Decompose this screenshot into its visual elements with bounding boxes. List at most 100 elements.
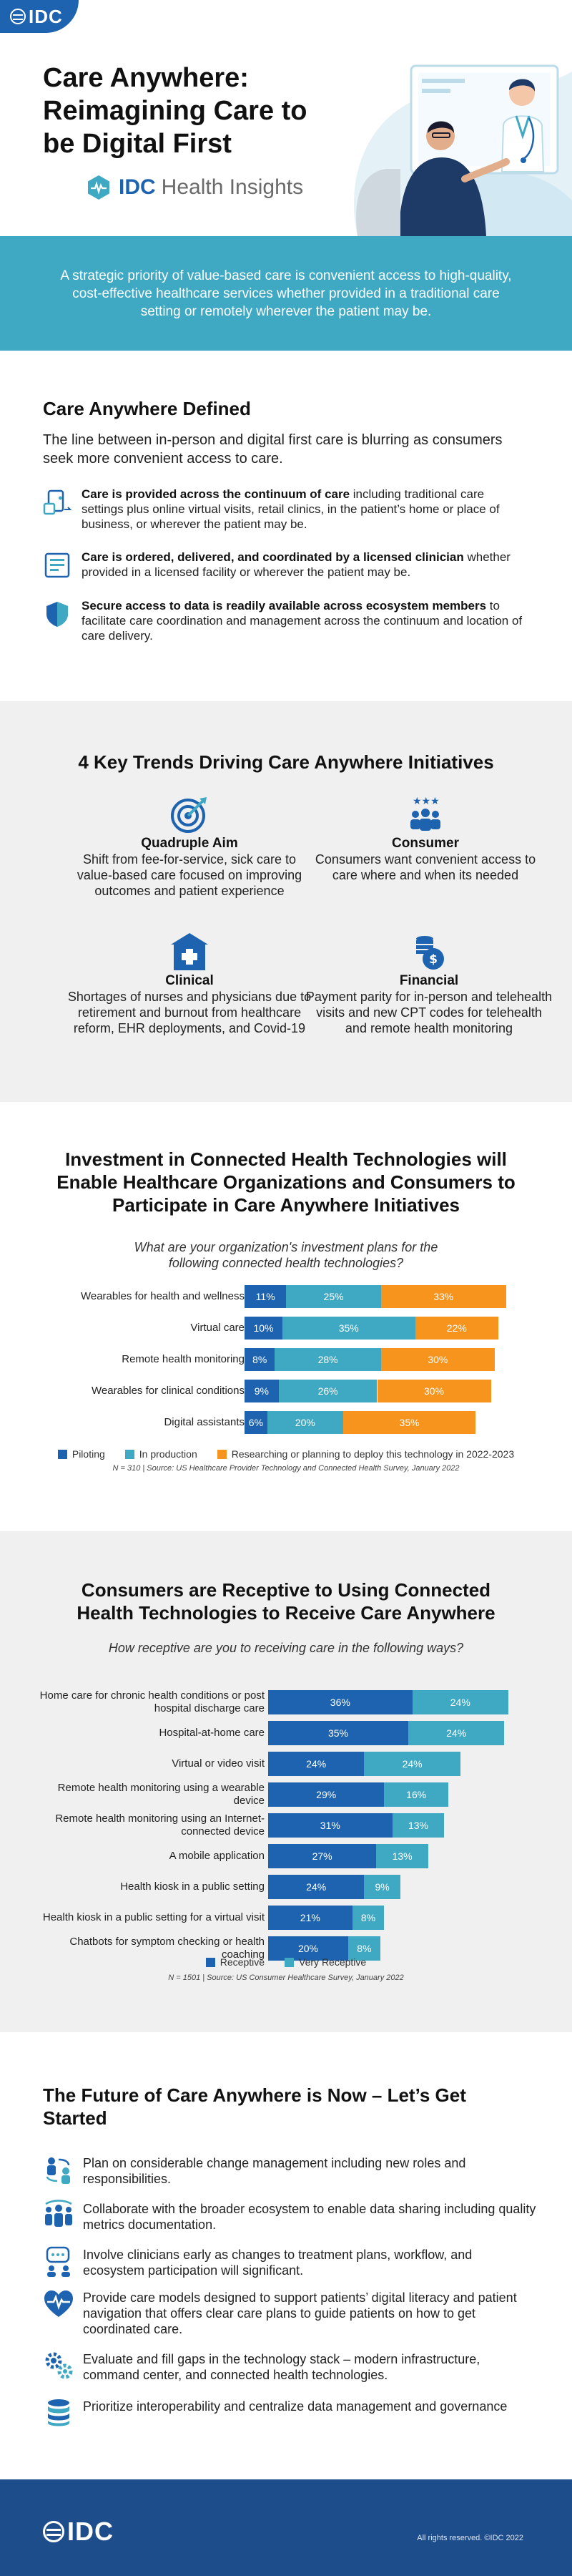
bar-category-label: Wearables for health and wellness xyxy=(80,1290,245,1302)
defined-item-bold: Care is ordered, delivered, and coordina… xyxy=(82,550,464,564)
brand-rest: Health Insights xyxy=(161,175,304,199)
bar-segment: 35% xyxy=(268,1721,408,1745)
copyright: All rights reserved. ©IDC 2022 xyxy=(417,2534,523,2542)
trend-financial: $ Financial Payment parity for in-person… xyxy=(304,932,554,1036)
collaboration-icon xyxy=(45,2200,72,2227)
bar-segment: 24% xyxy=(268,1752,365,1776)
hero-banner: A strategic priority of value-based care… xyxy=(0,236,572,351)
hero-section: IDC Care Anywhere: Reimagining Care to b… xyxy=(0,0,572,236)
consumers-legend: Receptive Very Receptive xyxy=(0,1956,572,1968)
trend-name: Consumer xyxy=(392,836,459,851)
bar-row: Remote health monitoring using an Intern… xyxy=(0,1813,572,1838)
bar-row: Wearables for health and wellness 11% 25% 3… xyxy=(0,1285,572,1308)
bar-row: Home care for chronic health conditions … xyxy=(0,1689,572,1714)
idc-health-insights-brand: IDC Health Insights xyxy=(86,175,303,200)
bar-segment: 36% xyxy=(268,1690,413,1714)
defined-item-bold: Care is provided across the continuum of… xyxy=(82,487,350,501)
trend-desc: Shift from fee-for-service, sick care to… xyxy=(77,852,302,898)
future-item-text: Involve clinicians early as changes to t… xyxy=(83,2248,473,2278)
legend-swatch xyxy=(217,1449,227,1459)
defined-item-rest: whether provided in a licensed facility … xyxy=(82,550,511,579)
legend-label: Researching or planning to deploy this t… xyxy=(231,1448,515,1460)
legend-item: In production xyxy=(124,1448,197,1460)
bar-row: Chatbots for symptom checking or health … xyxy=(0,1936,572,1961)
bar-segment: 22% xyxy=(415,1317,499,1340)
defined-title: Care Anywhere Defined xyxy=(43,398,251,419)
bar-segment: 9% xyxy=(245,1380,279,1402)
bar-segment: 8% xyxy=(245,1348,275,1371)
bar-segment: 31% xyxy=(268,1813,393,1838)
bar-segment: 28% xyxy=(275,1348,381,1371)
target-icon xyxy=(171,797,207,833)
idc-logo-tab[interactable]: IDC xyxy=(0,0,79,33)
bar-segment: 26% xyxy=(278,1380,378,1402)
bar-category-label: Health kiosk in a public setting xyxy=(120,1880,265,1893)
consumers-question: How receptive are you to receiving care … xyxy=(108,1641,464,1655)
future-item: Collaborate with the broader ecosystem t… xyxy=(43,2200,536,2233)
defined-item: Care is provided across the continuum of… xyxy=(43,487,529,532)
bar-segment: 24% xyxy=(412,1690,508,1714)
people-stars-icon: ★★★ xyxy=(410,796,440,831)
legend-item: Very Receptive xyxy=(285,1956,366,1968)
consumers-section: Consumers are Receptive to Using Connect… xyxy=(0,1531,572,2032)
trend-quadruple-aim: Quadruple Aim Shift from fee-for-service… xyxy=(68,794,311,899)
future-item-text: Provide care models designed to support … xyxy=(83,2290,517,2336)
bar-category-label: Home care for chronic health conditions … xyxy=(39,1689,265,1714)
defined-item-rest: including traditional care settings plus… xyxy=(82,487,500,531)
future-item: Involve clinicians early as changes to t… xyxy=(43,2245,536,2278)
future-item-text: Plan on considerable change management i… xyxy=(83,2156,466,2186)
bar-segment: 35% xyxy=(282,1317,415,1340)
heart-pulse-icon xyxy=(44,2290,73,2317)
clinician-chat-icon xyxy=(46,2246,70,2277)
consumers-source: N = 1501 | Source: US Consumer Healthcar… xyxy=(168,1974,404,1982)
bar-segment: 13% xyxy=(392,1813,445,1838)
bar-row: A mobile application 27% 13% xyxy=(0,1844,572,1868)
legend-swatch xyxy=(205,1957,215,1967)
trend-name: Clinical xyxy=(165,973,214,988)
future-item-text: Collaborate with the broader ecosystem t… xyxy=(83,2202,536,2232)
doctor-patient-illustration xyxy=(353,64,572,236)
legend-label: In production xyxy=(139,1448,197,1460)
future-item-text: Prioritize interoperability and centrali… xyxy=(83,2399,508,2414)
bar-segment: 11% xyxy=(245,1285,287,1308)
defined-item-bold: Secure access to data is readily availab… xyxy=(82,599,487,613)
banner-text: A strategic priority of value-based care… xyxy=(60,268,512,319)
investment-source: N = 310 | Source: US Healthcare Provider… xyxy=(112,1464,460,1473)
legend-swatch xyxy=(285,1957,295,1967)
trend-desc: Consumers want convenient access to care… xyxy=(315,852,536,882)
investment-legend: Piloting In production Researching or plan… xyxy=(0,1448,572,1460)
legend-swatch xyxy=(124,1449,134,1459)
bar-category-label: A mobile application xyxy=(169,1850,265,1862)
shield-icon xyxy=(46,602,68,627)
care-anywhere-defined-section: Care Anywhere Defined The line between i… xyxy=(0,351,572,701)
footer-idc-logo[interactable]: IDC xyxy=(43,2517,114,2547)
trend-name: Quadruple Aim xyxy=(141,836,238,851)
future-title: The Future of Care Anywhere is Now – Let… xyxy=(43,2084,466,2129)
trend-desc: Payment parity for in-person and telehea… xyxy=(305,990,553,1035)
database-icon xyxy=(48,2399,69,2426)
bar-category-label: Chatbots for symptom checking or health … xyxy=(69,1936,265,1961)
trend-name: Financial xyxy=(399,973,459,988)
bar-segment: 21% xyxy=(268,1906,352,1930)
legend-label: Very Receptive xyxy=(299,1956,367,1968)
future-section: The Future of Care Anywhere is Now – Let… xyxy=(0,2032,572,2479)
trends-title: 4 Key Trends Driving Care Anywhere Initi… xyxy=(78,751,494,773)
future-item: Plan on considerable change management i… xyxy=(43,2154,536,2187)
defined-item-text: Secure access to data is readily availab… xyxy=(82,598,529,643)
brand-bold: IDC xyxy=(119,175,156,199)
devices-icon xyxy=(43,489,72,515)
bar-category-label: Health kiosk in a public setting for a v… xyxy=(42,1911,265,1923)
bar-row: Virtual or video visit 24% 24% xyxy=(0,1752,572,1776)
bar-row: Wearables for clinical conditions 9% 26% 30… xyxy=(0,1380,572,1402)
bar-category-label: Hospital-at-home care xyxy=(159,1727,265,1739)
bar-segment: 30% xyxy=(377,1380,491,1402)
bar-segment: 30% xyxy=(380,1348,495,1371)
hospital-icon xyxy=(171,933,208,970)
legend-swatch xyxy=(57,1449,67,1459)
legend-label: Piloting xyxy=(72,1448,105,1460)
bar-segment: 10% xyxy=(245,1317,282,1340)
footer: IDC All rights reserved. ©IDC 2022 xyxy=(0,2479,572,2576)
bar-segment: 9% xyxy=(364,1875,400,1899)
svg-text:$: $ xyxy=(429,952,438,967)
key-trends-section: 4 Key Trends Driving Care Anywhere Initi… xyxy=(0,701,572,1102)
